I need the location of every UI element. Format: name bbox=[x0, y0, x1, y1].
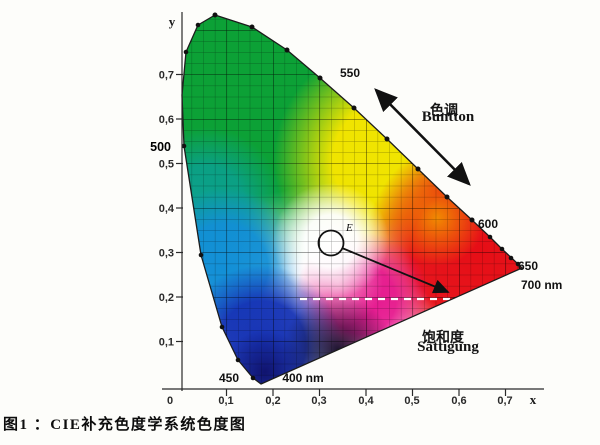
wavelength-550-label: 550 bbox=[340, 66, 360, 80]
y-tick-0-4: 0,4 bbox=[159, 203, 175, 215]
hue-label-zh: 色调 bbox=[430, 102, 458, 119]
figure-caption: 图1 ：CIE补充色度学系统色度图 bbox=[3, 417, 247, 433]
chromaticity-color-field bbox=[182, 15, 522, 384]
wavelength-dots bbox=[181, 12, 521, 381]
wavelength-600-label: 600 bbox=[478, 217, 498, 231]
white-point-label: E bbox=[345, 222, 353, 234]
x-tick-0: 0 bbox=[167, 395, 173, 407]
x-tick-0-3: 0,3 bbox=[311, 395, 326, 407]
saturation-arrow bbox=[341, 247, 450, 294]
x-tick-0-2: 0,2 bbox=[265, 395, 280, 407]
grid-major bbox=[182, 15, 522, 384]
axes-lines bbox=[162, 12, 544, 396]
y-tick-0-6: 0,6 bbox=[159, 114, 174, 126]
y-axis-letter: y bbox=[169, 14, 176, 29]
wavelength-500-label: 500 bbox=[150, 140, 171, 154]
y-tick-0-3: 0,3 bbox=[159, 248, 174, 260]
y-tick-0-5: 0,5 bbox=[159, 159, 174, 171]
x-tick-0-6: 0,6 bbox=[451, 395, 466, 407]
x-tick-0-1: 0,1 bbox=[218, 395, 233, 407]
x-tick-0-7: 0,7 bbox=[497, 395, 512, 407]
y-tick-0-2: 0,2 bbox=[159, 292, 174, 304]
wavelength-650-label: 650 bbox=[518, 259, 538, 273]
saturation-label-zh: 饱和度 bbox=[422, 329, 465, 346]
x-tick-0-5: 0,5 bbox=[404, 395, 419, 407]
y-tick-0-7: 0,7 bbox=[159, 70, 174, 82]
wavelength-400-label: 400 nm bbox=[282, 371, 323, 385]
saturation-label-de: Sättigung bbox=[417, 339, 479, 355]
hue-label-de: Buntton bbox=[422, 109, 475, 125]
white-point-circle bbox=[317, 229, 345, 257]
hue-double-arrow bbox=[374, 88, 471, 186]
y-tick-0-1: 0,1 bbox=[159, 337, 174, 349]
x-axis-letter: x bbox=[530, 392, 537, 407]
wavelength-700-label: 700 nm bbox=[521, 278, 562, 292]
wavelength-450-label: 450 bbox=[219, 371, 239, 385]
x-tick-0-4: 0,4 bbox=[358, 395, 374, 407]
